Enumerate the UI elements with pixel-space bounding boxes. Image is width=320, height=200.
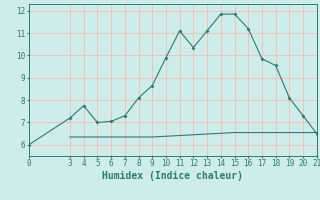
X-axis label: Humidex (Indice chaleur): Humidex (Indice chaleur) [102,171,243,181]
